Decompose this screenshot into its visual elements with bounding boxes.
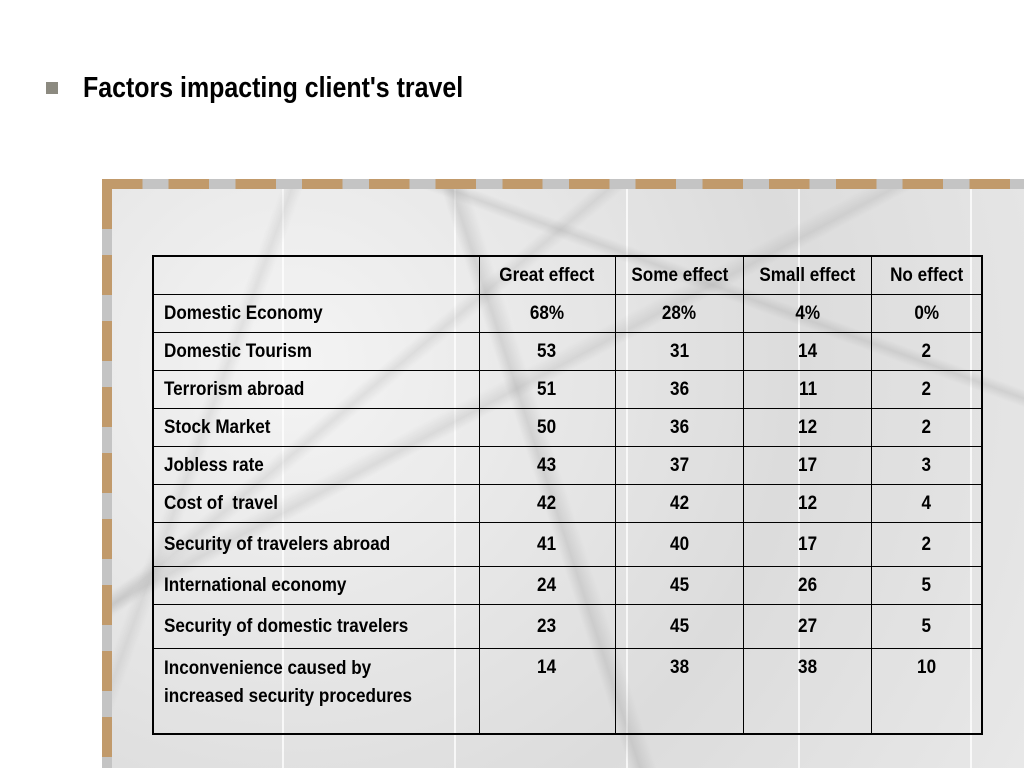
table-row: Security of domestic travelers 23 45 27 … [152, 604, 983, 649]
cell-great-effect: 53 [478, 332, 616, 371]
header-great-effect: Great effect [478, 255, 616, 295]
row-label: International economy [152, 566, 480, 605]
cell-no-effect: 0% [871, 294, 983, 333]
cell-some-effect: 38 [614, 648, 745, 735]
cell-no-effect: 5 [871, 566, 983, 605]
slide-title: Factors impacting client's travel [46, 70, 525, 106]
cell-small-effect: 17 [743, 446, 873, 485]
square-bullet-icon [46, 82, 58, 94]
row-label: Jobless rate [152, 446, 480, 485]
cell-small-effect: 38 [743, 648, 873, 735]
table-row: Security of travelers abroad 41 40 17 2 [152, 522, 983, 567]
table-row: Domestic Tourism 53 31 14 2 [152, 332, 983, 371]
cell-no-effect: 10 [871, 648, 983, 735]
table-row: Domestic Economy 68% 28% 4% 0% [152, 294, 983, 333]
header-no-effect: No effect [871, 255, 983, 295]
cell-no-effect: 2 [871, 408, 983, 447]
cell-some-effect: 28% [614, 294, 745, 333]
table-row: International economy 24 45 26 5 [152, 566, 983, 605]
cell-great-effect: 51 [478, 370, 616, 409]
cell-small-effect: 4% [743, 294, 873, 333]
cell-small-effect: 26 [743, 566, 873, 605]
cell-small-effect: 17 [743, 522, 873, 567]
cell-no-effect: 4 [871, 484, 983, 523]
cell-some-effect: 36 [614, 370, 745, 409]
cell-some-effect: 40 [614, 522, 745, 567]
cell-no-effect: 2 [871, 332, 983, 371]
page-title: Factors impacting client's travel [83, 71, 464, 104]
cell-some-effect: 37 [614, 446, 745, 485]
row-label: Domestic Tourism [152, 332, 480, 371]
cell-great-effect: 43 [478, 446, 616, 485]
cell-great-effect: 24 [478, 566, 616, 605]
cell-some-effect: 31 [614, 332, 745, 371]
cell-no-effect: 2 [871, 522, 983, 567]
cell-great-effect: 68% [478, 294, 616, 333]
cell-small-effect: 11 [743, 370, 873, 409]
row-label: Terrorism abroad [152, 370, 480, 409]
table-row: Cost of travel 42 42 12 4 [152, 484, 983, 523]
table-row: Inconvenience caused by increased securi… [152, 648, 983, 735]
cell-small-effect: 12 [743, 408, 873, 447]
cell-great-effect: 23 [478, 604, 616, 649]
row-label: Security of travelers abroad [152, 522, 480, 567]
cell-some-effect: 45 [614, 604, 745, 649]
cell-no-effect: 2 [871, 370, 983, 409]
table-row: Terrorism abroad 51 36 11 2 [152, 370, 983, 409]
cell-great-effect: 41 [478, 522, 616, 567]
row-label: Inconvenience caused by increased securi… [152, 648, 480, 735]
cell-some-effect: 42 [614, 484, 745, 523]
cell-small-effect: 12 [743, 484, 873, 523]
table-header-row: Great effect Some effect Small effect No… [152, 255, 983, 295]
factors-table: Great effect Some effect Small effect No… [152, 255, 983, 735]
table-row: Jobless rate 43 37 17 3 [152, 446, 983, 485]
cell-no-effect: 3 [871, 446, 983, 485]
row-label: Stock Market [152, 408, 480, 447]
cell-no-effect: 5 [871, 604, 983, 649]
header-some-effect: Some effect [614, 255, 745, 295]
cell-great-effect: 50 [478, 408, 616, 447]
row-label: Security of domestic travelers [152, 604, 480, 649]
frame-left-border [102, 189, 112, 768]
table-row: Stock Market 50 36 12 2 [152, 408, 983, 447]
header-factor [152, 255, 480, 295]
cell-some-effect: 45 [614, 566, 745, 605]
cell-small-effect: 27 [743, 604, 873, 649]
cell-some-effect: 36 [614, 408, 745, 447]
row-label: Domestic Economy [152, 294, 480, 333]
row-label: Cost of travel [152, 484, 480, 523]
cell-great-effect: 14 [478, 648, 616, 735]
cell-great-effect: 42 [478, 484, 616, 523]
header-small-effect: Small effect [743, 255, 873, 295]
cell-small-effect: 14 [743, 332, 873, 371]
